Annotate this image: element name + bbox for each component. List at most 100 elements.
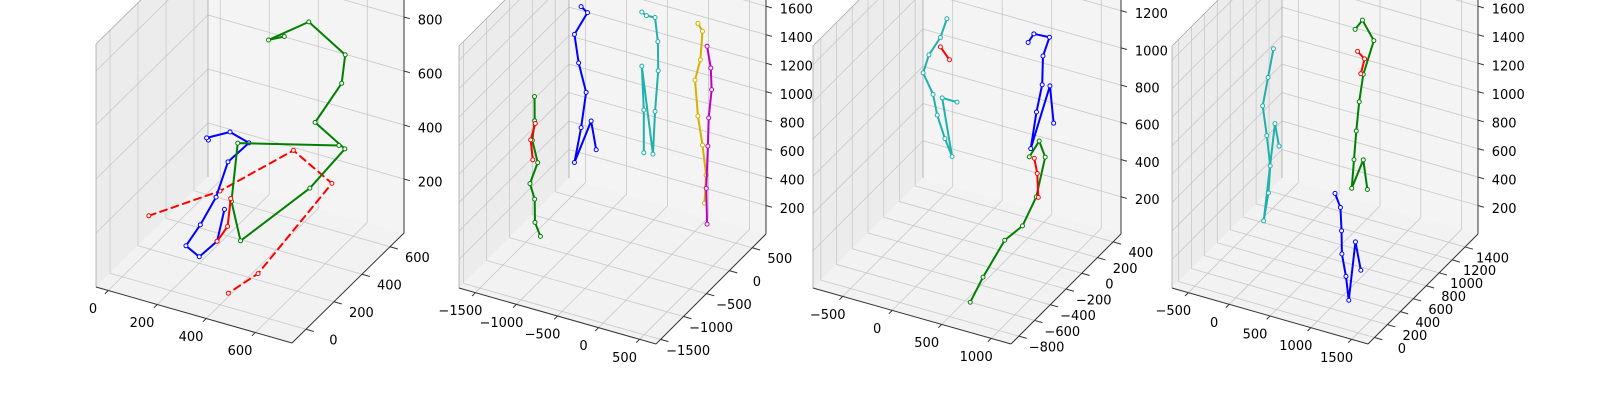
z-tick — [1120, 121, 1128, 125]
y-tick — [1387, 324, 1396, 328]
grid-line — [458, 92, 570, 203]
joint-point — [1265, 190, 1271, 196]
z-tick-label: 200 — [418, 175, 443, 190]
joint-point — [704, 221, 710, 227]
x-tick-label: −500 — [525, 328, 561, 343]
y-tick-label: −800 — [1029, 340, 1065, 355]
grid-line — [812, 140, 924, 252]
joint-point — [1033, 109, 1039, 115]
grid-line — [509, 237, 707, 294]
joint-point — [1358, 267, 1364, 273]
y-tick — [1451, 259, 1461, 263]
joint-point — [290, 147, 296, 153]
joint-point — [312, 119, 318, 125]
joint-point — [1034, 170, 1040, 176]
joint-point — [336, 142, 342, 148]
x-tick-label: −500 — [1155, 304, 1191, 319]
joint-point — [146, 213, 152, 219]
grid-line — [458, 149, 570, 260]
grid-line — [557, 205, 668, 317]
x-tick-label: 1500 — [1320, 351, 1353, 366]
grid-line — [820, 279, 1019, 337]
y-tick — [683, 316, 692, 320]
joint-point — [942, 136, 948, 142]
y-tick-label: 1000 — [1450, 277, 1483, 292]
joint-point — [934, 112, 940, 118]
y-tick — [1439, 272, 1448, 276]
joint-point — [655, 39, 661, 45]
grid-line — [193, 190, 391, 248]
joint-point — [1352, 26, 1358, 32]
x-tick-label: 200 — [130, 316, 155, 331]
y-tick-label: −500 — [716, 298, 752, 313]
joint-point — [196, 254, 202, 260]
z-tick-label: 1400 — [780, 31, 813, 46]
joint-point — [1026, 154, 1032, 160]
x-tick-label: 1000 — [960, 350, 993, 365]
grid-line — [458, 0, 520, 61]
joint-point — [281, 34, 287, 39]
y-tick — [1400, 311, 1409, 315]
joint-point — [930, 91, 936, 97]
grid-line — [95, 68, 209, 180]
x-tick — [1307, 327, 1312, 332]
x-tick — [635, 338, 640, 343]
joint-point — [967, 299, 973, 305]
z-tick — [765, 205, 773, 208]
grid-line — [458, 120, 570, 232]
grid-line — [486, 260, 684, 317]
joint-point — [1355, 48, 1361, 54]
joint-point — [530, 157, 536, 163]
joint-point — [1264, 133, 1270, 139]
x-tick — [1348, 338, 1353, 343]
joint-point — [578, 4, 584, 10]
skeleton-2 — [1350, 19, 1375, 191]
z-tick — [1120, 196, 1128, 199]
joint-point — [532, 93, 538, 99]
skeleton-1 — [922, 17, 959, 158]
y-tick — [1081, 272, 1090, 277]
z-tick-label: 400 — [1492, 173, 1517, 188]
grid-line — [1171, 120, 1283, 232]
joint-point — [535, 160, 541, 166]
x-tick — [1266, 315, 1271, 320]
skeleton-1 — [147, 149, 333, 295]
z-tick-label: 600 — [780, 145, 805, 160]
joint-point — [650, 151, 656, 157]
grid-line — [458, 35, 570, 146]
joint-point — [937, 35, 943, 41]
z-tick — [765, 5, 773, 9]
joint-point — [705, 143, 711, 149]
x-tick-label: 0 — [873, 322, 881, 337]
grid-line — [852, 248, 1051, 306]
grid-line — [1171, 149, 1283, 260]
z-tick — [403, 16, 411, 20]
grid-line — [95, 122, 209, 234]
y-tick — [1034, 319, 1043, 324]
x-tick — [1184, 292, 1189, 297]
joint-point — [238, 238, 244, 244]
joint-point — [1019, 223, 1025, 229]
joint-point — [946, 57, 952, 63]
grid-line — [598, 217, 709, 328]
grid-line — [568, 92, 767, 149]
joint-point — [1332, 190, 1338, 196]
x-axis-line — [95, 286, 293, 344]
z-tick — [1477, 5, 1485, 9]
grid-line — [205, 208, 319, 319]
y-tick-label: 1200 — [1463, 264, 1496, 279]
joint-point — [1042, 154, 1048, 160]
joint-point — [578, 125, 584, 131]
y-tick — [1426, 285, 1435, 289]
grid-line — [812, 0, 916, 103]
grid-line — [568, 149, 767, 206]
z-tick-label: 400 — [780, 173, 805, 188]
z-tick-label: 1000 — [1135, 44, 1168, 59]
z-tick-label: 600 — [1492, 145, 1517, 160]
grid-line — [1256, 203, 1453, 261]
grid-line — [516, 194, 627, 305]
pane-edge — [1171, 0, 1219, 47]
y-tick — [660, 338, 669, 343]
joint-point — [1353, 128, 1359, 134]
